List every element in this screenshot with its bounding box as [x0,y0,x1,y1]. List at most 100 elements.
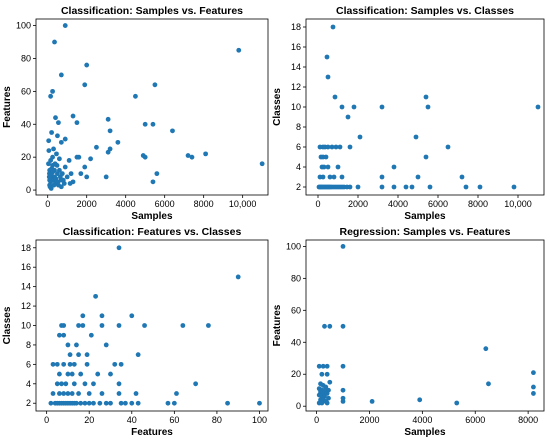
data-point [454,400,460,406]
y-tick-label: 100 [16,21,31,31]
data-point [116,381,122,387]
y-tick-label: 2 [26,398,31,408]
y-tick-label: 10 [291,102,301,112]
data-point [135,352,141,358]
data-point [193,381,199,387]
data-point [329,144,335,150]
data-point [415,174,421,180]
data-point [180,323,186,328]
data-point [118,400,124,406]
data-point [259,161,265,167]
data-point [65,371,71,377]
data-point [48,186,54,191]
data-point [55,133,60,139]
data-point [68,171,74,177]
data-point [355,184,361,190]
data-point [152,82,158,88]
y-tick-label: 0 [26,185,31,195]
x-tick-label: 4000 [412,415,432,425]
data-point [107,128,113,134]
data-point [58,177,64,183]
y-tick-label: 8 [26,340,31,350]
data-point [76,154,82,160]
data-point [99,391,105,396]
x-tick-label: 6000 [465,415,485,425]
y-tick-label: 14 [21,282,31,292]
data-point [324,391,330,396]
data-point [76,352,81,358]
chart-panel-2: Classification: Samples vs. Classes 0 2000… [272,5,545,222]
x-axis-label: Samples [131,211,173,222]
y-tick-label: 18 [291,22,301,32]
data-point [67,352,73,358]
data-point [379,104,385,110]
chart-title: Regression: Samples vs. Features [340,226,511,238]
data-point [82,400,88,406]
data-point [67,361,73,367]
data-point [61,181,67,186]
data-point [122,400,128,406]
data-point [91,381,96,387]
data-point [50,361,56,367]
x-tick-label: 20 [84,415,94,425]
x-tick-label: 6000 [428,199,448,209]
y-tick-label: 18 [21,243,31,253]
data-point [52,161,58,167]
data-point [511,184,517,190]
data-point [74,400,79,406]
data-point [417,397,423,403]
data-point [171,400,177,406]
chart-title: Classification: Features vs. Classes [63,226,242,238]
data-point [50,88,55,94]
data-point [57,371,62,377]
data-point [403,184,409,190]
data-point [340,243,346,249]
data-point [206,323,211,328]
data-point [225,400,230,406]
data-point [51,182,57,188]
chart-title: Classification: Samples vs. Classes [336,5,514,17]
x-tick-label: 60 [169,415,179,425]
x-tick-label: 4000 [116,199,136,209]
data-point [357,134,363,140]
x-tick-label: 0 [314,415,319,425]
data-point [165,400,171,406]
data-point [74,342,79,348]
x-tick-label: 2000 [348,199,368,209]
data-point [333,144,339,150]
y-tick-label: 12 [291,82,301,92]
data-point [67,181,73,186]
data-point [335,164,341,170]
data-point [425,104,431,110]
data-point [63,381,69,387]
data-point [65,342,71,348]
y-tick-label: 4 [26,379,31,389]
x-tick-label: 4000 [388,199,408,209]
data-point [61,332,67,338]
x-tick-label: 0 [315,199,320,209]
data-point [71,361,77,367]
y-tick-label: 60 [21,86,31,96]
data-point [105,116,111,122]
data-point [56,156,62,162]
data-point [320,174,326,180]
x-tick-label: 40 [127,415,137,425]
data-point [150,121,156,127]
data-point [95,371,101,377]
data-point [116,245,122,251]
data-point [391,184,397,190]
y-tick-label: 20 [21,152,31,162]
data-point [203,151,209,157]
data-point [135,400,141,406]
data-point [115,139,121,145]
data-point [535,104,541,110]
data-point [88,332,94,338]
data-point [326,395,331,401]
data-point [340,323,346,329]
x-tick-label: 10,000 [229,199,257,209]
data-point [325,74,331,80]
data-point [91,400,96,406]
data-point [82,82,88,88]
y-tick-label: 14 [291,62,301,72]
